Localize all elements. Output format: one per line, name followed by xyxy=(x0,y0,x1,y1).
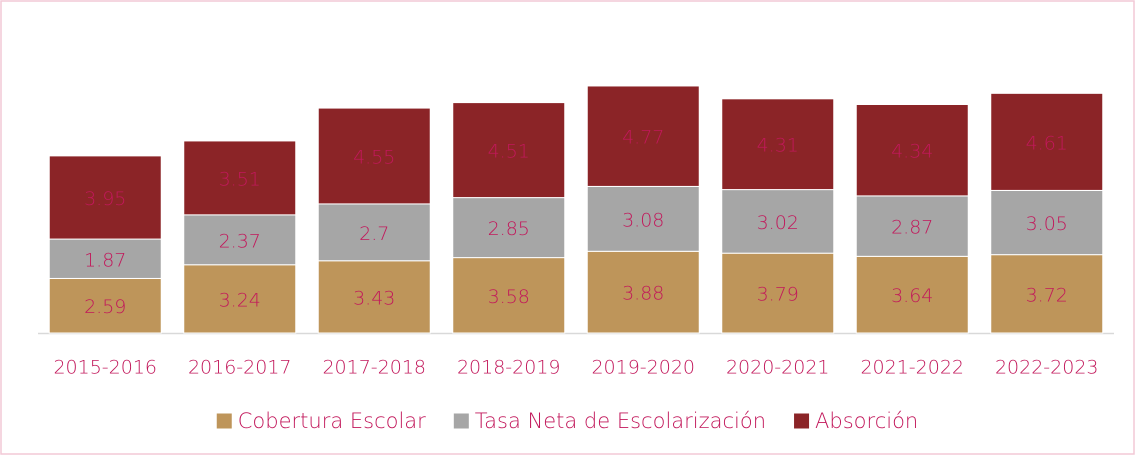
legend-swatch xyxy=(216,413,232,429)
bar-segment xyxy=(183,264,297,334)
data-label: 3.72 xyxy=(1026,284,1068,306)
legend-swatch xyxy=(794,413,810,429)
data-label: 3.79 xyxy=(757,284,799,306)
data-label: 4.34 xyxy=(891,141,933,163)
data-label: 3.02 xyxy=(757,212,799,234)
data-label: 2.59 xyxy=(84,296,126,318)
bar-segment xyxy=(48,155,162,240)
data-label: 2.87 xyxy=(891,217,933,239)
bar-segment xyxy=(586,250,700,334)
data-label: 4.55 xyxy=(353,146,395,168)
data-label: 3.88 xyxy=(622,283,664,305)
legend-swatch xyxy=(453,413,469,429)
bar-segment xyxy=(990,92,1104,191)
data-label: 3.43 xyxy=(353,287,395,309)
data-label: 4.51 xyxy=(488,141,530,163)
x-tick-label: 2021-2022 xyxy=(860,357,964,379)
data-label: 3.24 xyxy=(219,289,261,311)
legend-label: Cobertura Escolar xyxy=(238,409,426,433)
bar-segment xyxy=(183,140,297,216)
data-label: 4.61 xyxy=(1026,132,1068,154)
data-label: 3.58 xyxy=(488,286,530,308)
bar-segment xyxy=(48,277,162,334)
bar-segment xyxy=(48,238,162,279)
x-tick-label: 2015-2016 xyxy=(53,357,157,379)
bar-segment xyxy=(855,195,969,257)
legend-label: Tasa Neta de Escolarización xyxy=(475,409,766,433)
bar-segment xyxy=(586,185,700,252)
bar-segment xyxy=(721,98,835,191)
legend-label: Absorción xyxy=(815,409,918,433)
x-tick-label: 2016-2017 xyxy=(188,357,292,379)
bar-segment xyxy=(317,107,431,205)
bar-segment xyxy=(183,214,297,266)
data-label: 3.64 xyxy=(891,285,933,307)
bar-segment xyxy=(452,197,566,259)
data-label: 3.51 xyxy=(219,168,261,190)
bar-segment xyxy=(855,103,969,197)
data-label: 4.31 xyxy=(757,135,799,157)
data-label: 2.85 xyxy=(488,218,530,240)
data-label: 1.87 xyxy=(84,249,126,271)
bar-segment xyxy=(721,189,835,254)
bar-segment xyxy=(586,85,700,187)
data-label: 3.95 xyxy=(84,188,126,210)
x-tick-label: 2017-2018 xyxy=(322,357,426,379)
x-tick-label: 2020-2021 xyxy=(726,357,830,379)
data-label: 4.77 xyxy=(622,127,664,149)
x-tick-label: 2018-2019 xyxy=(457,357,561,379)
bar-segment xyxy=(990,254,1104,334)
x-tick-label: 2022-2023 xyxy=(995,357,1099,379)
bar-segment xyxy=(317,260,431,334)
bar-segment xyxy=(990,189,1104,256)
bar-segment xyxy=(855,255,969,334)
x-tick-label: 2019-2020 xyxy=(591,357,695,379)
data-label: 2.37 xyxy=(219,230,261,252)
bar-segment xyxy=(452,257,566,334)
bar-segment xyxy=(452,102,566,199)
data-label: 3.08 xyxy=(622,209,664,231)
data-label: 3.05 xyxy=(1026,213,1068,235)
data-label: 2.7 xyxy=(359,223,389,245)
